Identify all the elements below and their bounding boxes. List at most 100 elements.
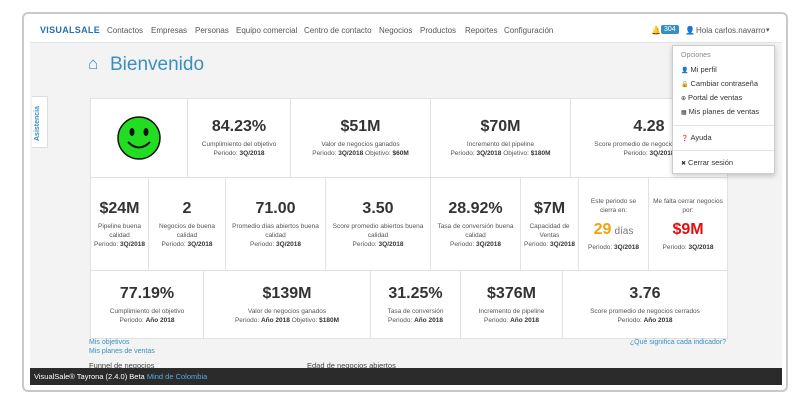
menu-item[interactable]: ⊕ Portal de ventas	[681, 93, 742, 102]
tile-value: 29 días	[594, 221, 634, 239]
menu-item[interactable]: ❓ Ayuda	[681, 133, 712, 142]
value: $9M	[672, 220, 704, 238]
nav-item[interactable]: Negocios	[379, 26, 413, 35]
tile-label: Valor de negocios ganados	[321, 141, 400, 148]
objective-label: Objetivo:	[503, 150, 529, 157]
period-value: 3Q/2018	[614, 243, 639, 251]
menu-icon: ▦	[681, 110, 687, 116]
period-value: 3Q/2018	[649, 150, 675, 157]
link[interactable]: Mis planes de ventas	[89, 348, 155, 355]
tile-value: 31.25%	[388, 285, 442, 303]
menu-item-label[interactable]: Cerrar sesión	[688, 158, 734, 167]
kpi-tile: 3.76 Score promedio de negocios cerrados P…	[562, 270, 728, 339]
objective-value: $180M	[319, 316, 340, 324]
kpi-tile: $24M Pipeline buena calidad Periodo: 3Q/20…	[90, 177, 149, 271]
nav-item[interactable]: Configuración	[504, 26, 554, 35]
nav-item[interactable]: Personas	[195, 26, 229, 35]
period-label: Periodo:	[484, 316, 509, 324]
period-value: 3Q/2018	[187, 240, 213, 248]
tile-period: Periodo: 3Q/2018 Objetivo: $60M	[312, 149, 409, 158]
tile-label: Score promedio de negocios cerrados	[590, 307, 700, 315]
nav-item[interactable]: Equipo comercial	[236, 26, 298, 35]
menu-item[interactable]: 🔒 Cambiar contraseña	[681, 79, 758, 88]
value: 77.19%	[119, 284, 175, 302]
menu-icon: 🔒	[681, 82, 689, 88]
tile-label: Cumplimiento del objetivo	[109, 307, 185, 315]
objective-value: $180M	[530, 150, 551, 157]
page-title: Bienvenido	[110, 54, 205, 75]
tile-value: 28.92%	[448, 200, 502, 218]
navbar	[30, 18, 782, 43]
side-tab-label[interactable]: Asistencia	[34, 105, 41, 141]
period-label: Periodo:	[352, 240, 377, 248]
kpi-tile: $139M Valor de negocios ganados Periodo: A…	[203, 270, 371, 339]
menu-item-label[interactable]: Cambiar contraseña	[690, 79, 759, 88]
value: $70M	[480, 118, 521, 135]
menu-item-label[interactable]: Ayuda	[690, 133, 712, 142]
tile-value: 2	[183, 200, 192, 218]
period-value: 3Q/2018	[239, 150, 265, 157]
menu-item[interactable]: ▦ Mis planes de ventas	[681, 107, 759, 116]
help-link[interactable]: ¿Qué significa cada indicador?	[629, 339, 726, 346]
menu-icon: ⊕	[681, 96, 687, 102]
menu-item-label[interactable]: Mis planes de ventas	[688, 107, 760, 116]
period-label: Periodo:	[617, 316, 642, 324]
footer-link[interactable]: Mind de Colombia	[146, 372, 208, 381]
nav-item[interactable]: Contactos	[107, 26, 144, 35]
tile-value: $139M	[263, 285, 312, 303]
tile-value: $9M	[672, 221, 703, 239]
tile-value: 84.23%	[212, 118, 266, 136]
bell-icon: 🔔	[651, 26, 661, 35]
tile-period: Periodo: Año 2018	[484, 316, 539, 325]
link[interactable]: Mis objetivos	[89, 339, 130, 346]
user-icon: 👤	[685, 26, 695, 35]
tile-label: Score promedio abiertos buena calidad	[332, 222, 424, 239]
kpi-tile: $376M Incremento de pipeline Periodo: Año …	[460, 270, 563, 339]
value: 4.28	[633, 118, 665, 135]
period-value: 3Q/2018	[276, 240, 301, 248]
badge[interactable]: 304	[661, 25, 679, 34]
objective-value: $60M	[392, 150, 409, 157]
kpi-tile: 71.00 Promedio días abiertos buena calida…	[225, 177, 326, 271]
nav-item[interactable]: Productos	[420, 26, 457, 35]
period-value: Año 2018	[145, 316, 175, 324]
footer: VisualSale® Tayrona (2.4.0) Beta Mind de…	[30, 368, 782, 385]
period-label: Periodo:	[234, 316, 260, 324]
menu-icon: 👤	[681, 68, 689, 74]
nav-item[interactable]: Reportes	[465, 26, 498, 35]
unit: días	[614, 225, 634, 237]
value: $24M	[99, 199, 140, 217]
tile-value: $376M	[487, 285, 536, 303]
tile-label: Tasa de conversión	[387, 307, 444, 315]
value: 3.76	[629, 284, 661, 302]
nav-item[interactable]: Centro de contacto	[304, 26, 372, 35]
period-value: 3Q/2018	[476, 150, 502, 157]
footer-text: VisualSale® Tayrona (2.4.0) Beta	[34, 372, 145, 381]
menu-icon: ❓	[681, 136, 689, 142]
period-label: Periodo:	[524, 240, 549, 248]
tile-label: Capacidad de Ventas	[529, 222, 570, 239]
brand[interactable]: VISUALSALE	[40, 25, 101, 35]
nav-item[interactable]: Empresas	[151, 26, 188, 35]
tile-period: Periodo: 3Q/2018	[214, 149, 265, 158]
value: 84.23%	[211, 118, 267, 135]
tile-period: Periodo: Año 2018	[388, 316, 443, 325]
kpi-tile: $70M Incremento del pipeline Periodo: 3Q/2…	[430, 98, 571, 178]
kpi-tile	[90, 98, 188, 178]
period-label: Periodo:	[623, 150, 648, 157]
period-label: Periodo:	[94, 240, 119, 248]
frame	[22, 12, 788, 392]
tile-period: Periodo: 3Q/2018	[663, 243, 714, 252]
tile-label: Valor de negocios ganados	[247, 307, 327, 315]
period-label: Periodo:	[450, 240, 475, 248]
menu-item[interactable]: ✖ Cerrar sesión	[681, 158, 733, 167]
period-value: 3Q/2018	[476, 240, 501, 248]
period-value: 3Q/2018	[338, 150, 364, 157]
menu-item-label[interactable]: Portal de ventas	[688, 93, 743, 102]
menu-item[interactable]: 👤 Mi perfil	[681, 65, 717, 74]
menu-item-label[interactable]: Mi perfil	[690, 65, 717, 74]
tile-pretext: Este periodo se cierra en:	[590, 197, 637, 214]
period-label: Periodo:	[119, 316, 144, 324]
period-value: 3Q/2018	[120, 240, 145, 248]
user-menu[interactable]: Hola carlos.navarro	[696, 26, 766, 35]
